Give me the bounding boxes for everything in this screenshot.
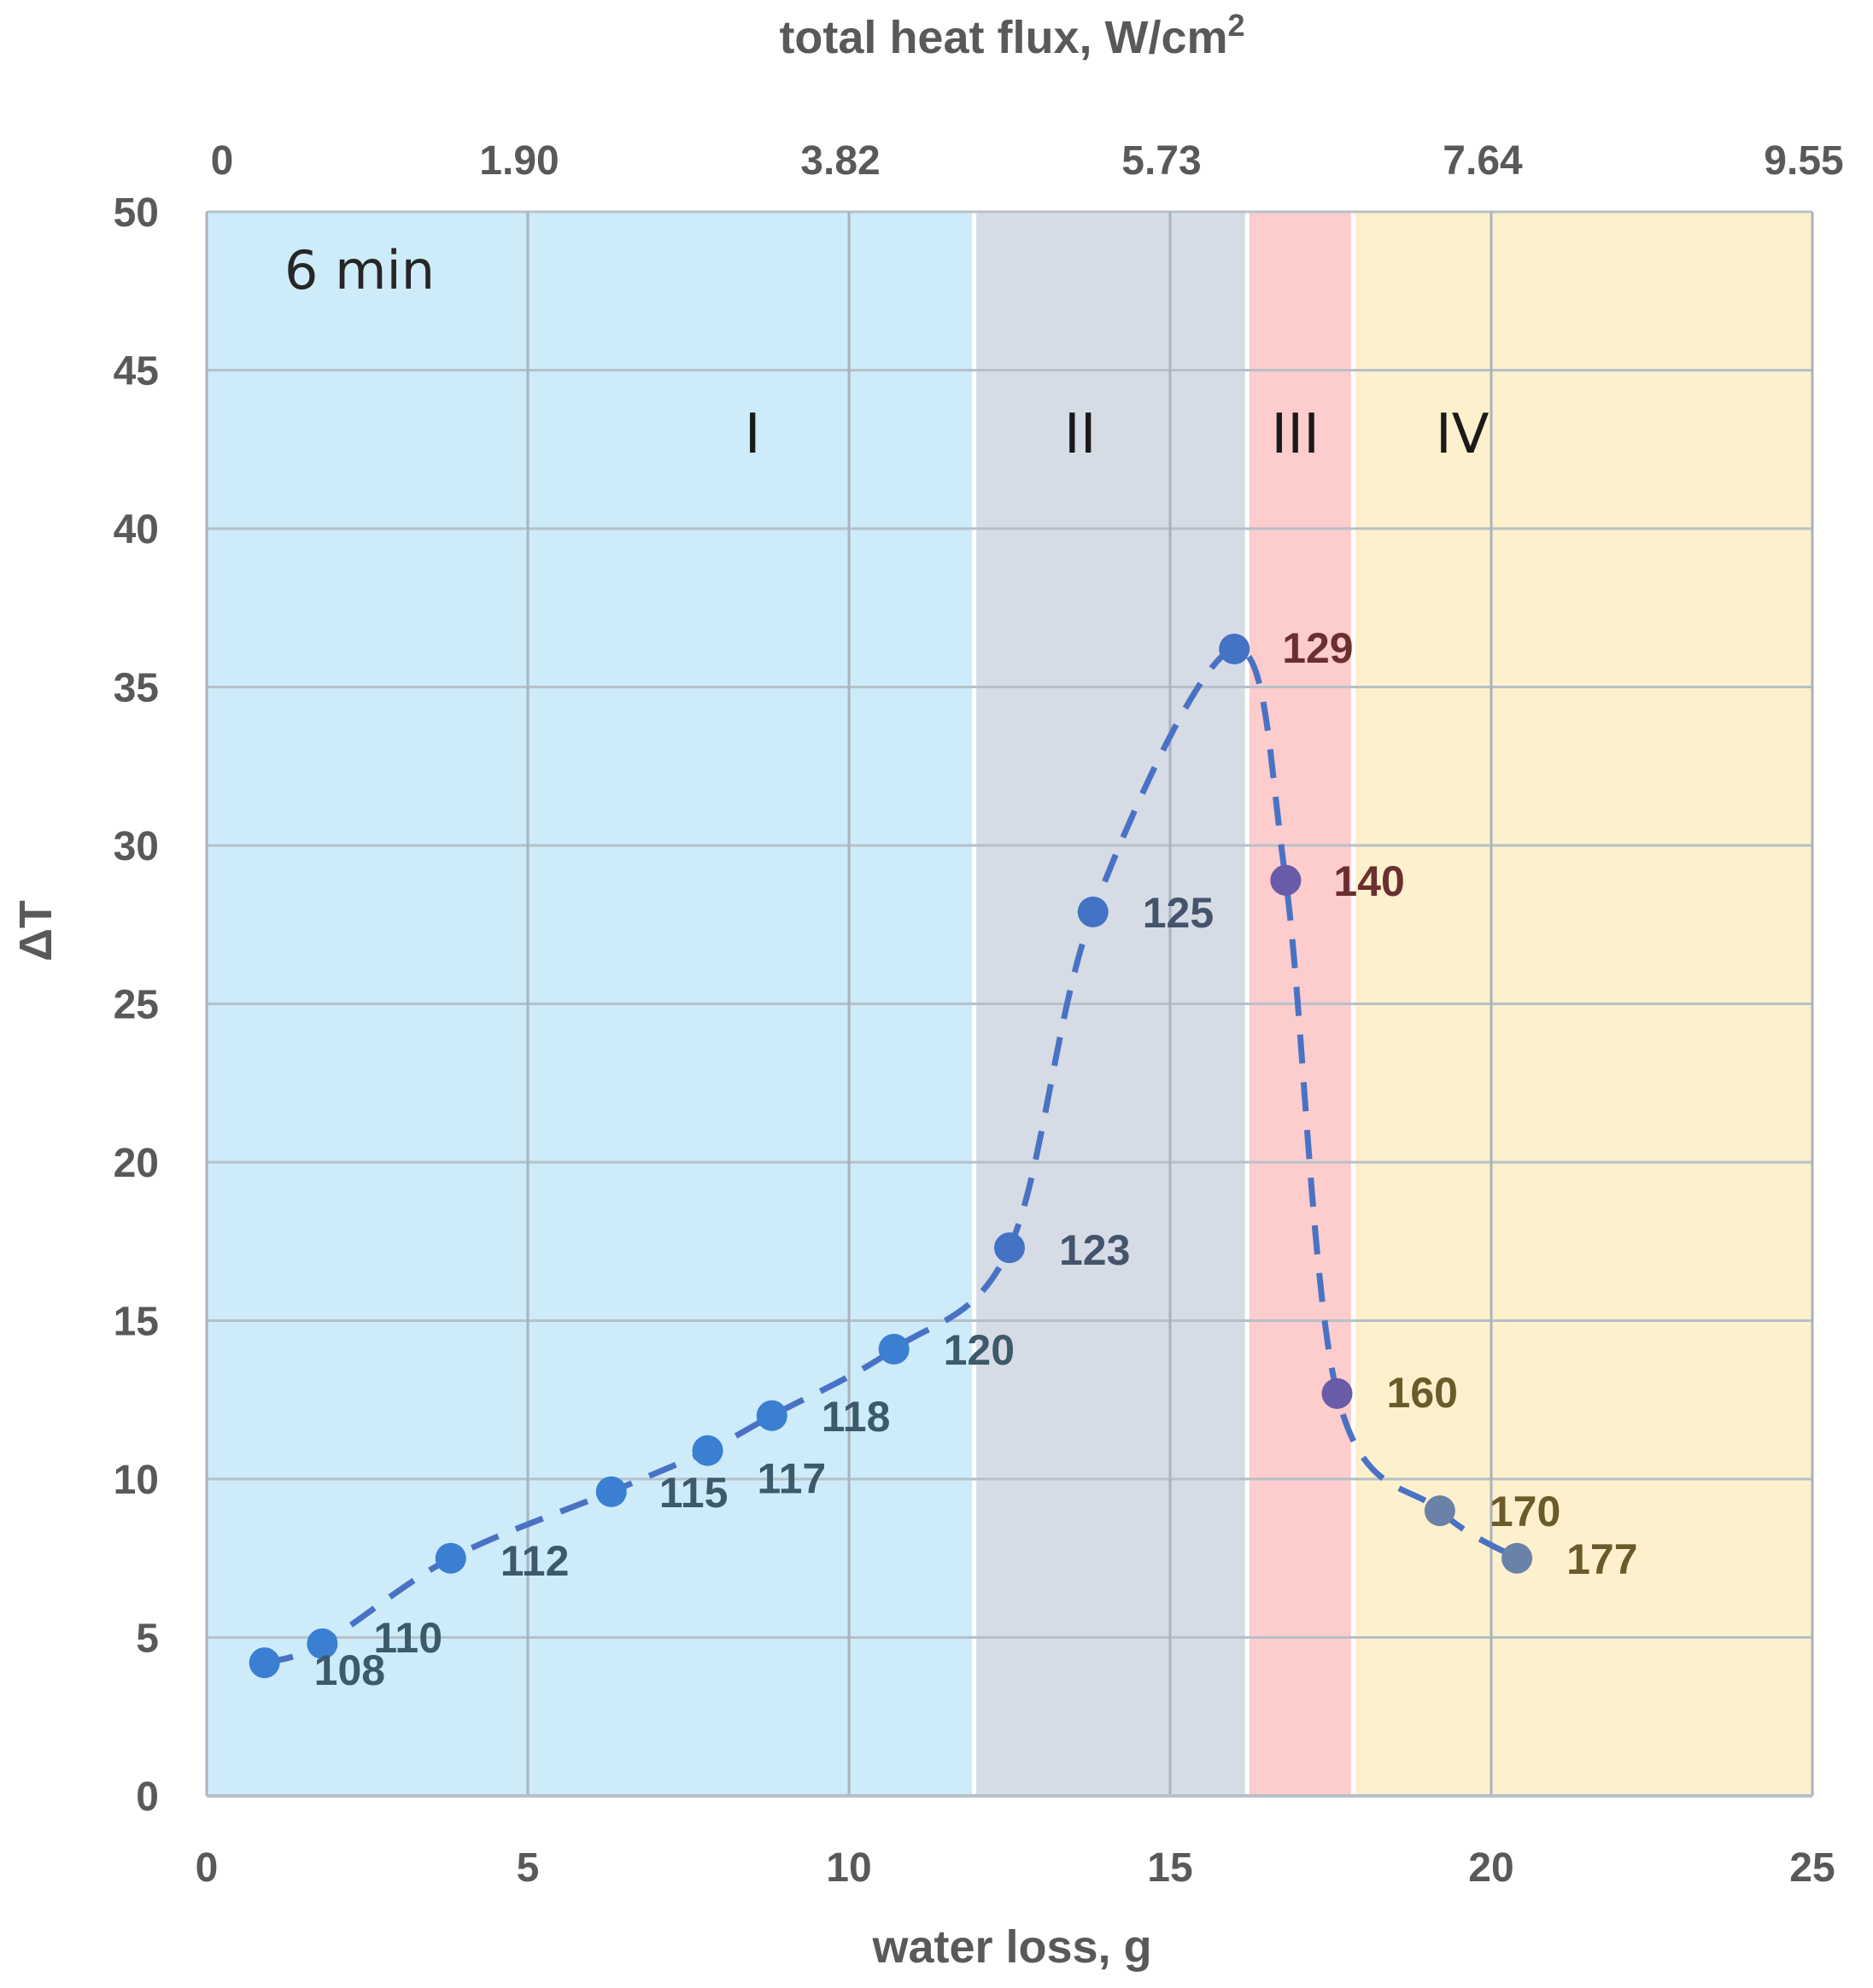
- data-point-label: 170: [1490, 1488, 1560, 1535]
- top-axis-title: total heat flux, W/cm2: [779, 8, 1244, 63]
- data-point-label: 120: [944, 1326, 1015, 1374]
- top-tick-label: 0: [211, 138, 234, 184]
- series-points: [249, 633, 1533, 1679]
- series-curve: [263, 646, 1519, 1666]
- data-point-label: 123: [1059, 1226, 1130, 1274]
- region-label-IV: IV: [1436, 403, 1490, 466]
- region-label-II: II: [1064, 403, 1097, 466]
- top-tick-label: 9.55: [1764, 138, 1843, 184]
- data-point: [1321, 1377, 1353, 1409]
- time-annotation: 6 min: [284, 239, 435, 301]
- top-tick-label: 7.64: [1443, 138, 1523, 184]
- y-tick-label: 40: [114, 507, 159, 553]
- y-tick-label: 25: [114, 983, 159, 1028]
- x-tick-label: 25: [1789, 1845, 1835, 1891]
- data-point-label: 115: [659, 1469, 729, 1517]
- axes: 0 5 10 15 20 25 30 35 40 45 50 0 5 10 15 20 25 0 1.90 3.82 5…: [114, 138, 1844, 1891]
- top-tick-label: 3.82: [800, 138, 880, 184]
- y-tick-label: 30: [114, 824, 159, 869]
- y-tick-label: 35: [114, 666, 159, 711]
- x-tick-label: 20: [1468, 1845, 1513, 1891]
- y-tick-label: 15: [114, 1300, 159, 1345]
- x-tick-label: 5: [517, 1845, 540, 1891]
- data-point-label: 110: [373, 1614, 442, 1662]
- data-point: [1077, 896, 1109, 927]
- data-point-label: 118: [822, 1393, 891, 1441]
- data-point: [994, 1232, 1025, 1264]
- y-tick-label: 5: [136, 1617, 159, 1662]
- x-axis-title: water loss, g: [871, 1921, 1151, 1973]
- data-point-label: 177: [1566, 1535, 1637, 1583]
- data-point: [756, 1400, 787, 1431]
- data-point-label: 160: [1387, 1369, 1458, 1417]
- data-point-label: 108: [314, 1646, 385, 1694]
- data-point-label: 117: [758, 1455, 827, 1503]
- data-point-label: 112: [500, 1537, 570, 1585]
- data-point: [1501, 1542, 1533, 1574]
- data-point: [1270, 864, 1302, 896]
- y-tick-label: 0: [136, 1775, 159, 1820]
- top-tick-label: 5.73: [1121, 138, 1201, 184]
- series-line: [263, 646, 1519, 1666]
- data-point: [878, 1333, 910, 1365]
- data-point-label: 140: [1333, 857, 1404, 905]
- top-axis-title-superscript: 2: [1228, 8, 1245, 43]
- x-tick-label: 0: [196, 1845, 219, 1891]
- data-point: [692, 1435, 723, 1466]
- data-point: [1219, 633, 1250, 664]
- y-axis-title: ΔT: [10, 900, 61, 962]
- data-point: [307, 1628, 338, 1659]
- top-tick-label: 1.90: [479, 138, 559, 184]
- y-tick-label: 45: [114, 349, 159, 395]
- y-tick-label: 20: [114, 1141, 159, 1186]
- x-tick-label: 15: [1147, 1845, 1192, 1891]
- y-tick-label: 50: [114, 190, 159, 236]
- data-point: [435, 1542, 466, 1574]
- y-tick-label: 10: [114, 1458, 159, 1503]
- data-point-label: 125: [1143, 889, 1214, 937]
- data-point: [595, 1476, 627, 1507]
- region-label-III: III: [1271, 403, 1320, 466]
- data-point-label: 129: [1282, 624, 1353, 672]
- data-point: [249, 1647, 280, 1679]
- region-label-I: I: [745, 403, 761, 466]
- data-point: [1424, 1495, 1455, 1527]
- x-tick-label: 10: [826, 1845, 871, 1891]
